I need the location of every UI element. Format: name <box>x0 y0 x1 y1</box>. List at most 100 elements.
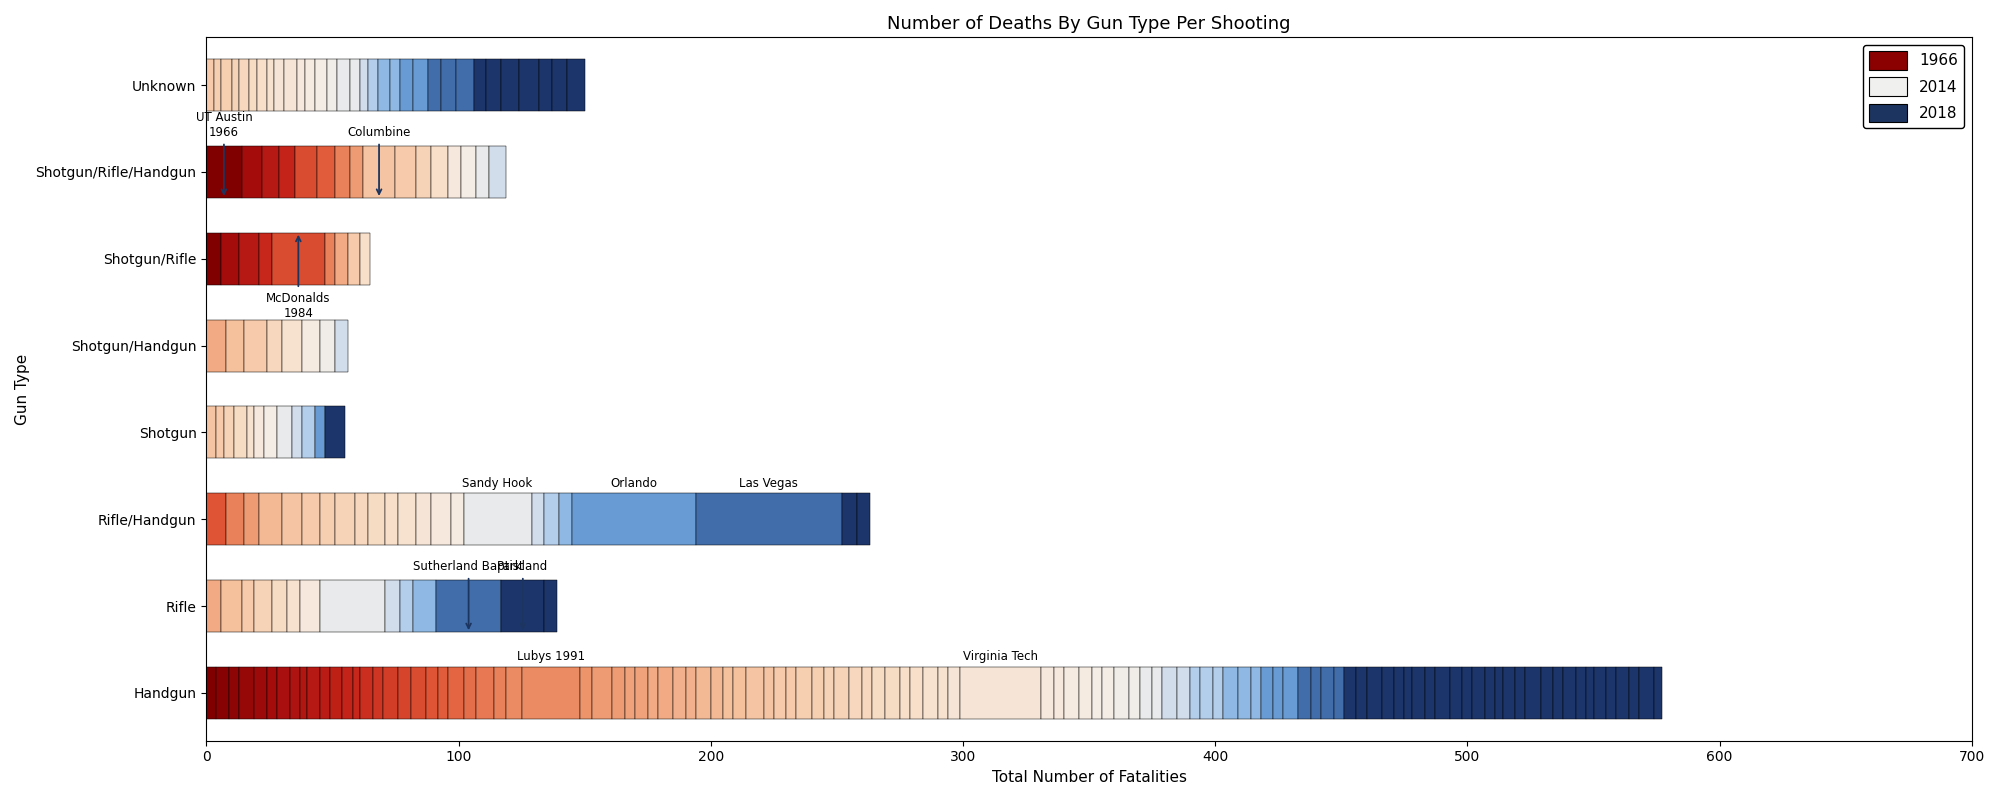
Bar <box>206 580 222 632</box>
Bar <box>350 59 360 111</box>
Bar <box>1586 667 1594 719</box>
Bar <box>348 233 360 285</box>
Bar <box>506 667 522 719</box>
Bar <box>222 233 240 285</box>
Bar <box>314 59 328 111</box>
Bar <box>206 406 216 458</box>
Bar <box>356 494 368 546</box>
Bar <box>264 406 276 458</box>
Bar <box>1054 667 1064 719</box>
Bar <box>304 59 314 111</box>
Bar <box>1564 667 1576 719</box>
Bar <box>240 59 250 111</box>
Text: UT Austin
1966: UT Austin 1966 <box>196 111 252 194</box>
Bar <box>386 580 400 632</box>
Bar <box>334 494 356 546</box>
Bar <box>416 494 430 546</box>
Bar <box>1576 667 1586 719</box>
Bar <box>216 667 228 719</box>
Bar <box>544 494 560 546</box>
Bar <box>286 580 300 632</box>
Bar <box>232 59 240 111</box>
Bar <box>294 146 318 198</box>
Bar <box>464 667 476 719</box>
Bar <box>1298 667 1312 719</box>
Bar <box>1394 667 1404 719</box>
Bar <box>1078 667 1092 719</box>
Bar <box>1424 667 1434 719</box>
Bar <box>1502 667 1516 719</box>
Bar <box>206 494 226 546</box>
Bar <box>386 494 398 546</box>
Bar <box>1638 667 1654 719</box>
Bar <box>334 233 348 285</box>
Bar <box>486 59 502 111</box>
Bar <box>334 319 348 372</box>
Bar <box>1434 667 1450 719</box>
Bar <box>352 667 360 719</box>
Bar <box>1260 667 1274 719</box>
Bar <box>378 59 390 111</box>
Bar <box>350 146 362 198</box>
Bar <box>1496 667 1502 719</box>
Bar <box>266 59 274 111</box>
Bar <box>1064 667 1078 719</box>
Bar <box>436 580 502 632</box>
Bar <box>206 59 214 111</box>
Bar <box>330 667 342 719</box>
Bar <box>428 59 440 111</box>
Bar <box>1516 667 1526 719</box>
Text: Lubys 1991: Lubys 1991 <box>516 650 584 663</box>
Bar <box>1606 667 1616 719</box>
Bar <box>320 494 334 546</box>
Bar <box>1140 667 1152 719</box>
Bar <box>284 59 298 111</box>
Bar <box>302 406 314 458</box>
Bar <box>1222 667 1238 719</box>
Bar <box>234 406 246 458</box>
Bar <box>1200 667 1212 719</box>
Bar <box>842 494 858 546</box>
Bar <box>1594 667 1606 719</box>
Bar <box>242 580 254 632</box>
Bar <box>440 59 456 111</box>
Bar <box>368 494 386 546</box>
Bar <box>224 406 234 458</box>
Bar <box>960 667 1042 719</box>
Text: Orlando: Orlando <box>610 477 658 490</box>
Bar <box>318 146 334 198</box>
Bar <box>272 233 324 285</box>
Bar <box>260 494 282 546</box>
Bar <box>290 667 300 719</box>
Bar <box>206 319 226 372</box>
Bar <box>360 59 368 111</box>
Bar <box>216 406 224 458</box>
Bar <box>222 59 232 111</box>
Bar <box>396 146 416 198</box>
Bar <box>300 580 320 632</box>
Bar <box>824 667 834 719</box>
Bar <box>476 146 488 198</box>
Bar <box>334 146 350 198</box>
Text: Columbine: Columbine <box>348 126 410 194</box>
Bar <box>1344 667 1356 719</box>
Bar <box>240 233 260 285</box>
Bar <box>764 667 774 719</box>
Bar <box>1102 667 1114 719</box>
Bar <box>320 667 330 719</box>
Bar <box>1274 667 1284 719</box>
Bar <box>254 580 272 632</box>
Y-axis label: Gun Type: Gun Type <box>14 354 30 425</box>
Bar <box>1334 667 1344 719</box>
Bar <box>696 494 842 546</box>
Bar <box>292 406 302 458</box>
Bar <box>1462 667 1472 719</box>
Bar <box>462 146 476 198</box>
Bar <box>328 59 338 111</box>
Bar <box>240 667 254 719</box>
Bar <box>302 494 320 546</box>
Bar <box>746 667 764 719</box>
Bar <box>266 667 276 719</box>
Bar <box>1152 667 1162 719</box>
Bar <box>774 667 786 719</box>
